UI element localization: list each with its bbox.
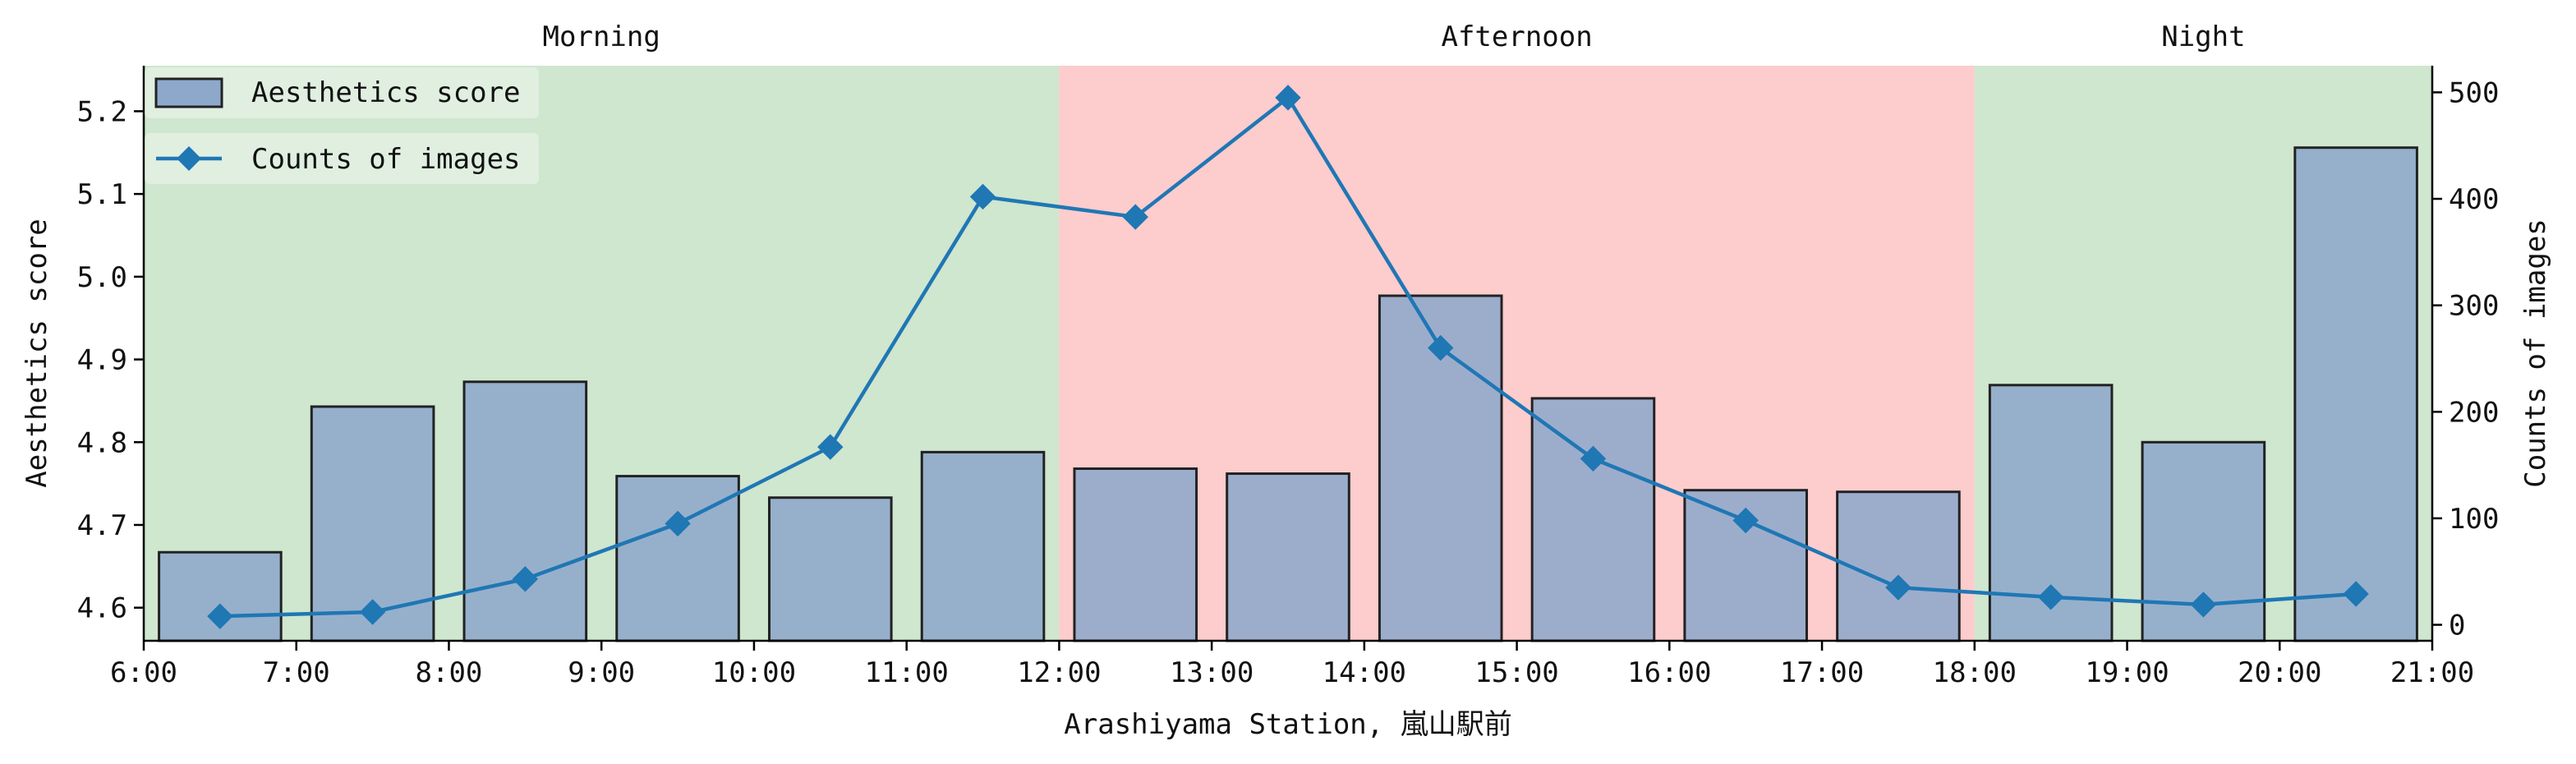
bar	[1530, 397, 1656, 642]
x-tick-label: 20:00	[2238, 656, 2321, 689]
right-y-tick-label: 0	[2449, 610, 2465, 642]
point	[1428, 334, 1454, 361]
x-tick-label: 14:00	[1322, 656, 1406, 689]
bar	[1836, 490, 1961, 642]
point	[1122, 204, 1148, 230]
right-y-tick-label: 500	[2449, 76, 2499, 109]
left-y-tick-label: 5.1	[77, 178, 127, 211]
period-label-morning: Morning	[543, 21, 660, 53]
x-axis-label: Arashiyama Station, 嵐山駅前	[1064, 708, 1511, 741]
point	[1885, 574, 1911, 601]
point	[1732, 507, 1759, 534]
x-tick-label: 10:00	[712, 656, 796, 689]
right-y-tick-label: 200	[2449, 396, 2499, 429]
bar	[1073, 467, 1198, 642]
point	[359, 599, 386, 625]
x-tick-label: 16:00	[1627, 656, 1711, 689]
line-series	[207, 85, 2369, 629]
right-y-tick-label: 400	[2449, 183, 2499, 216]
left-y-axis-label: Aesthetics score	[21, 219, 53, 488]
x-tick-label: 8:00	[416, 656, 483, 689]
period-label-night: Night	[2161, 21, 2245, 53]
point	[969, 183, 996, 210]
period-label-afternoon: Afternoon	[1441, 21, 1592, 53]
bar	[768, 496, 893, 642]
legend-label-bars: Aesthetics score	[251, 76, 521, 109]
left-y-tick-label: 5.0	[77, 261, 127, 294]
left-y-tick-label: 4.8	[77, 426, 127, 459]
point	[817, 434, 844, 460]
point	[2343, 581, 2369, 607]
period-labels: Morning Afternoon Night	[543, 21, 2246, 53]
x-tick-label: 15:00	[1474, 656, 1558, 689]
axes: 6:00 7:00 8:00 9:00 10:00 11:00 12:00 13:00 14:0…	[77, 66, 2499, 689]
x-tick-label: 9:00	[568, 656, 635, 689]
x-tick-label: 12:00	[1017, 656, 1101, 689]
point	[1580, 445, 1607, 472]
x-tick-label: 7:00	[263, 656, 330, 689]
left-y-tick-label: 4.9	[77, 344, 127, 377]
point	[512, 566, 539, 592]
legend-box-bars	[145, 67, 539, 118]
legend-label-line: Counts of images	[251, 143, 521, 176]
right-y-axis-label: Counts of images	[2519, 219, 2552, 488]
x-tick-label: 17:00	[1780, 656, 1864, 689]
x-tick-label: 13:00	[1170, 656, 1254, 689]
point	[2037, 584, 2064, 610]
period-backgrounds	[144, 66, 2432, 641]
x-tick-label: 19:00	[2085, 656, 2169, 689]
bar	[462, 380, 588, 642]
left-y-tick-label: 5.2	[77, 95, 127, 128]
x-tick-label: 18:00	[1933, 656, 2017, 689]
legend: Aesthetics score Counts of images	[145, 67, 539, 184]
right-y-tick-label: 300	[2449, 290, 2499, 323]
left-y-tick-label: 4.7	[77, 509, 127, 542]
bar	[2293, 146, 2418, 642]
period-band-morning	[144, 66, 1060, 641]
point	[1275, 85, 1301, 111]
point	[665, 510, 691, 537]
x-tick-label: 21:00	[2390, 656, 2474, 689]
point	[207, 603, 233, 629]
period-band-afternoon	[1059, 66, 1975, 641]
left-y-tick-label: 4.6	[77, 592, 127, 625]
point	[2190, 591, 2217, 618]
x-tick-label: 6:00	[110, 656, 177, 689]
legend-box-line	[145, 133, 539, 184]
right-y-tick-label: 100	[2449, 503, 2499, 536]
x-tick-label: 11:00	[864, 656, 948, 689]
bar	[920, 450, 1046, 642]
bar	[1226, 472, 1350, 642]
legend-swatch-bars	[154, 77, 223, 108]
legend-marker-line	[177, 146, 201, 171]
